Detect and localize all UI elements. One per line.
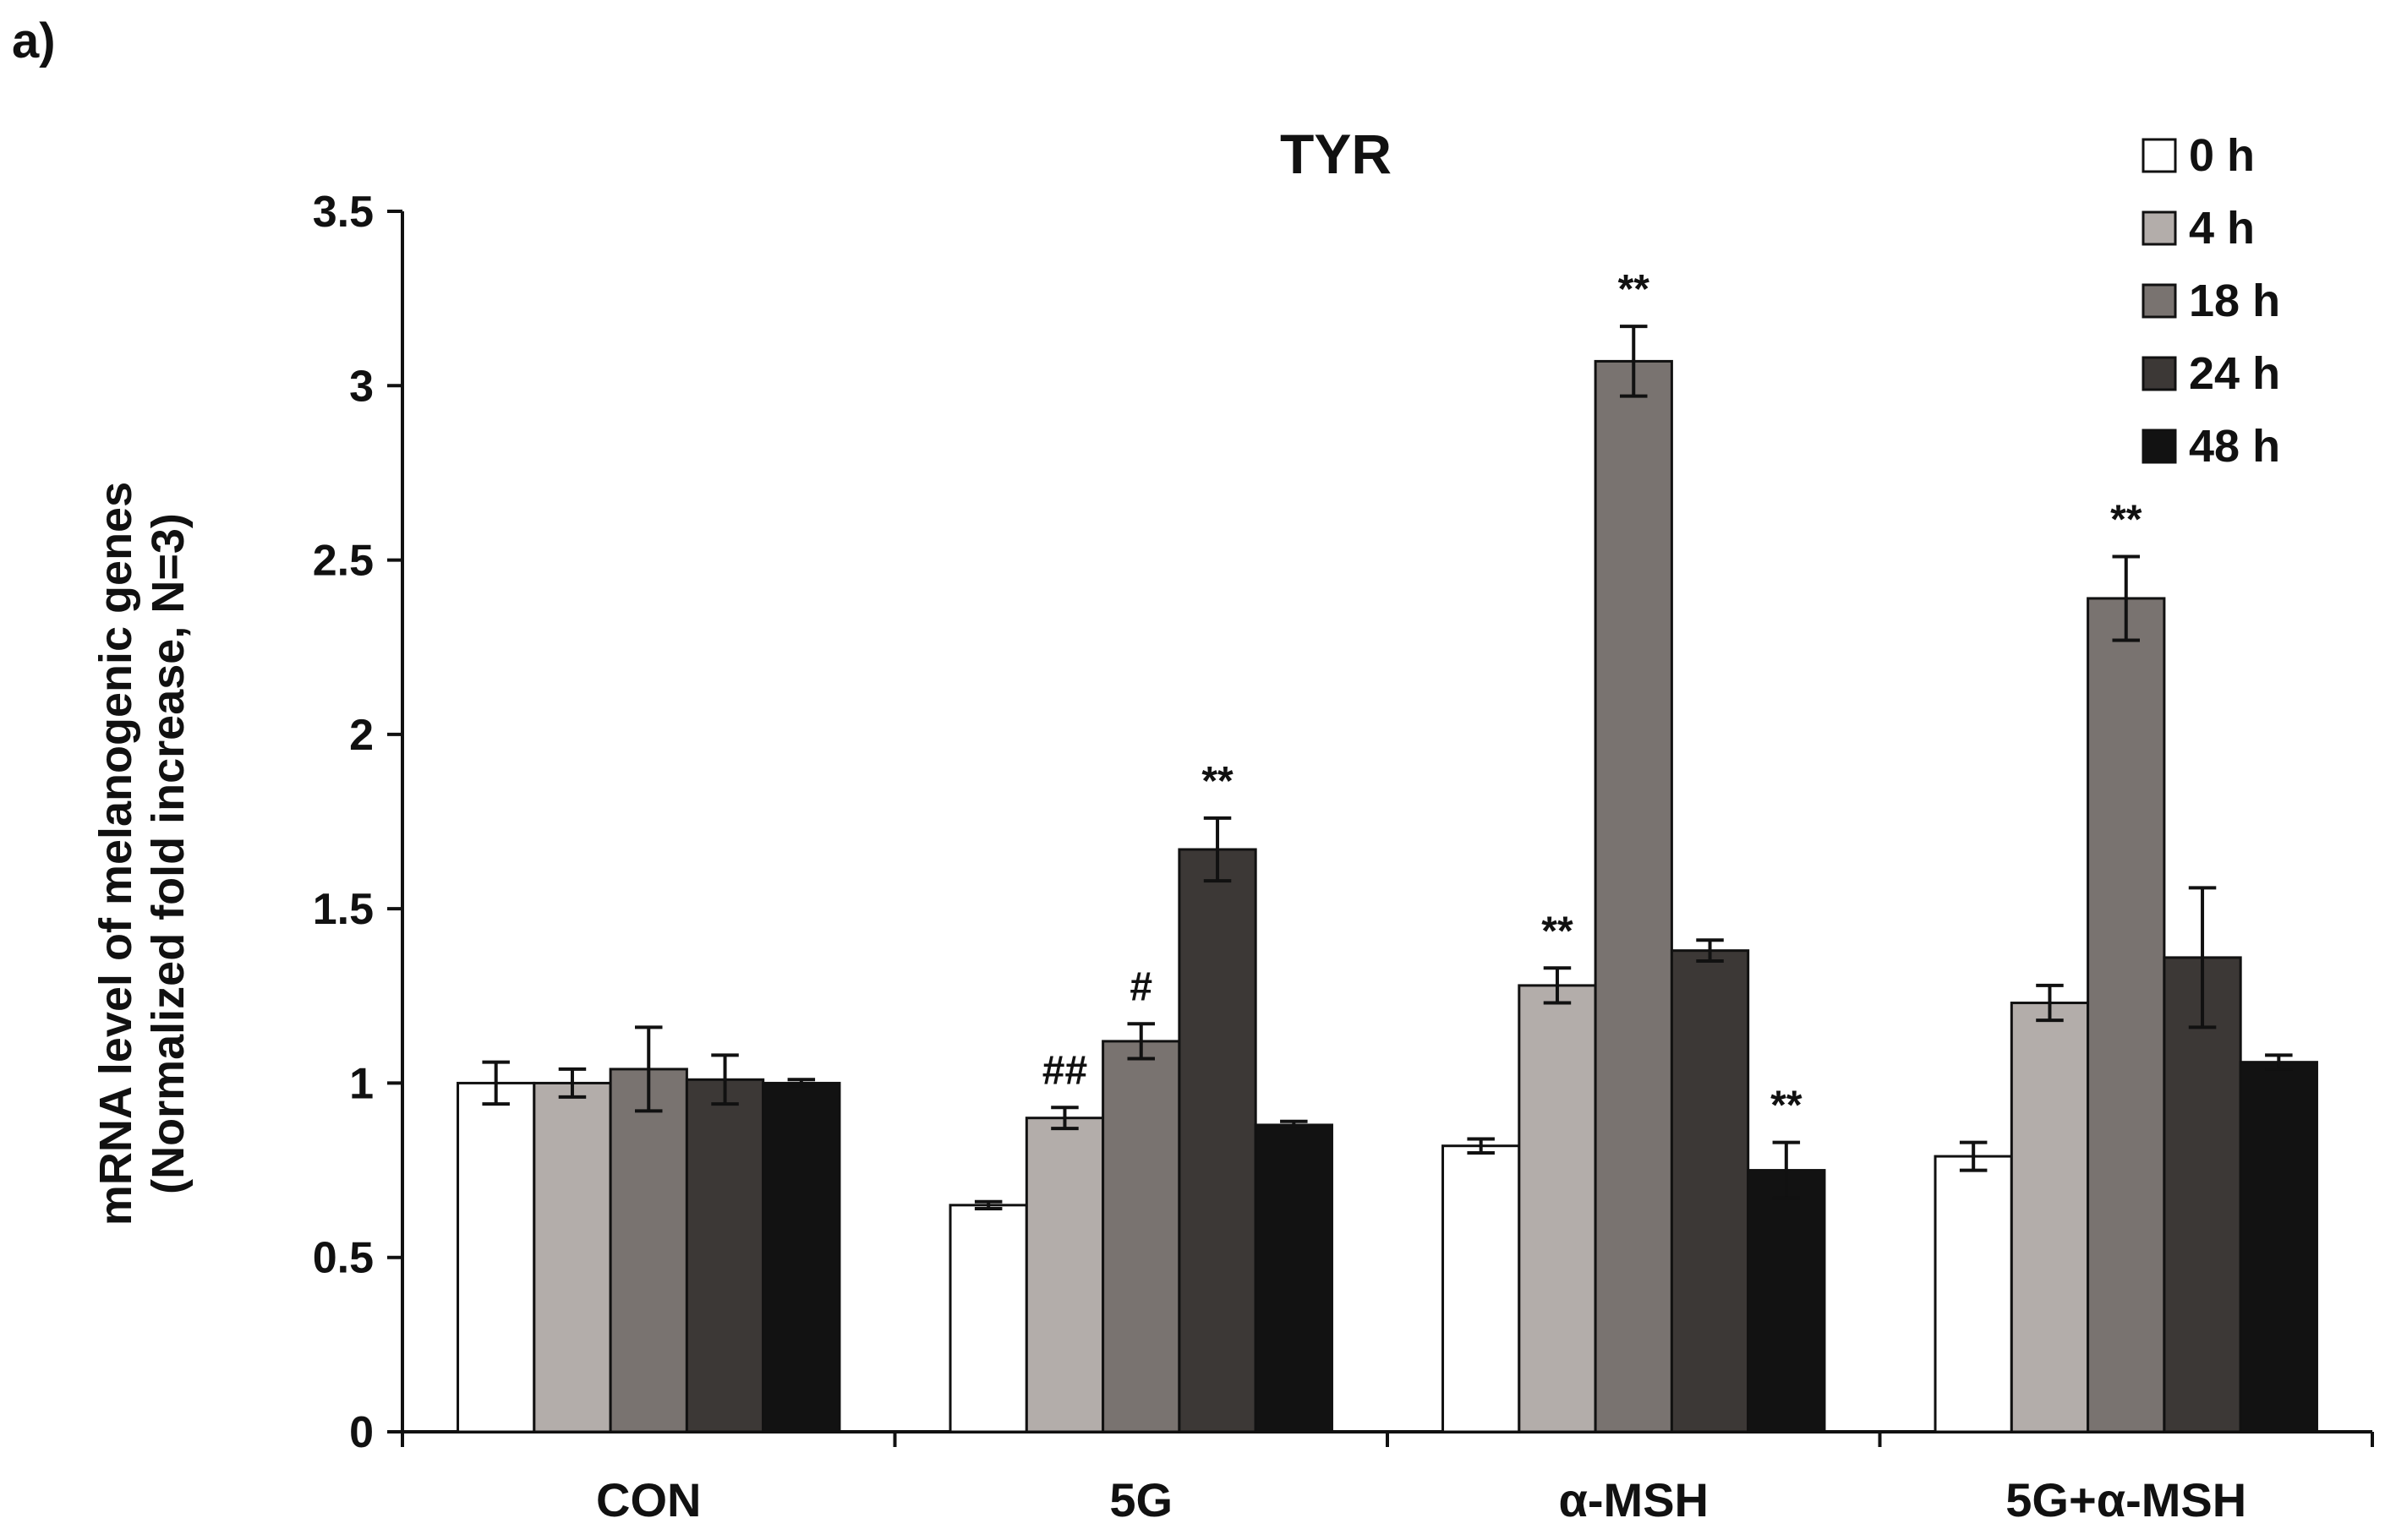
legend-swatch: [2142, 138, 2177, 173]
y-tick-label: 0.5: [313, 1234, 374, 1283]
legend-swatch: [2142, 210, 2177, 246]
bar: [533, 1081, 612, 1434]
x-tick-label: CON: [596, 1473, 701, 1526]
axes: 0 0.5 1 1.5 2 2.5 3 3.5 CON 5G α-MSH 5G+α-MSH: [313, 188, 2374, 1526]
series-0h: [457, 1060, 2013, 1434]
legend-swatch: [2142, 356, 2177, 391]
significance-label: #: [1130, 964, 1152, 1009]
bar: [1747, 1169, 1826, 1434]
x-tick-label: 5G: [1109, 1473, 1173, 1526]
x-tick-label: α-MSH: [1558, 1473, 1709, 1526]
bar: [2239, 1061, 2318, 1434]
x-tick-label: 5G+α-MSH: [2005, 1473, 2246, 1526]
y-axis-label-line1: mRNA level of melanogenic genes: [90, 482, 141, 1226]
bar: [1102, 1040, 1181, 1434]
legend-swatch: [2142, 429, 2177, 464]
legend-label: 24 h: [2189, 348, 2280, 399]
series-4h: ## **: [533, 909, 2090, 1434]
legend-label: 4 h: [2189, 203, 2255, 254]
bar: [1441, 1144, 1521, 1434]
legend: 0 h 4 h 18 h 24 h 48 h: [2142, 130, 2280, 472]
y-tick-label: 3.5: [313, 188, 374, 237]
bar: [1934, 1155, 2013, 1434]
significance-label: **: [2110, 497, 2142, 542]
bar: [949, 1204, 1028, 1434]
legend-swatch: [2142, 283, 2177, 319]
y-tick-label: 0: [349, 1408, 374, 1457]
significance-label: **: [1201, 759, 1234, 804]
bar: [457, 1081, 536, 1434]
legend-label: 48 h: [2189, 421, 2280, 472]
bar: [762, 1081, 841, 1434]
bar: [2010, 1002, 2090, 1434]
y-tick-label: 1: [349, 1059, 374, 1108]
bar: [685, 1078, 765, 1434]
bar: [1518, 984, 1597, 1434]
y-axis-label-line2: (Normalized fold increase, N=3): [143, 513, 194, 1194]
series-18h: # ** **: [609, 267, 2166, 1434]
bar-series: ## ** # ** ** ** **: [457, 267, 2318, 1434]
panel-label: a): [12, 14, 56, 68]
bar: [609, 1068, 688, 1434]
significance-label: ##: [1042, 1048, 1087, 1093]
y-tick-label: 2.5: [313, 537, 374, 586]
y-tick-label: 3: [349, 362, 374, 411]
bar: [1178, 848, 1257, 1434]
significance-label: **: [1618, 267, 1650, 312]
bar: [1670, 949, 1750, 1434]
chart-title: TYR: [1280, 123, 1392, 185]
bar: [2087, 597, 2166, 1434]
y-axis-label: mRNA level of melanogenic genes (Normali…: [90, 482, 194, 1226]
bar: [1594, 359, 1673, 1434]
series-48h: **: [762, 1053, 2318, 1434]
y-tick-label: 1.5: [313, 885, 374, 934]
significance-label: **: [1770, 1084, 1802, 1128]
legend-label: 18 h: [2189, 276, 2280, 326]
y-tick-label: 2: [349, 711, 374, 760]
bar: [1254, 1123, 1333, 1434]
significance-label: **: [1541, 909, 1573, 953]
bar: [1025, 1117, 1105, 1434]
legend-label: 0 h: [2189, 130, 2255, 181]
